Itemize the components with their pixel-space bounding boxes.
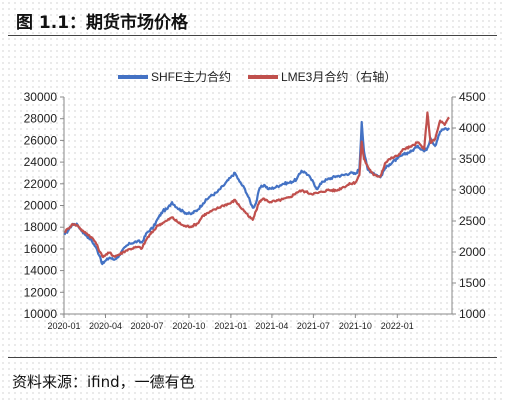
y-tick-label: 10000 (24, 307, 58, 321)
x-tick-label: 2021-07 (297, 321, 330, 331)
source-divider (8, 357, 497, 358)
y-tick-label: 28000 (24, 112, 58, 126)
y-tick-label: 20000 (24, 199, 58, 213)
y2-tick-label: 1500 (459, 276, 486, 290)
y2-tick-label: 2000 (459, 245, 486, 259)
series-lines (63, 111, 451, 266)
x-tick-label: 2020-01 (47, 321, 80, 331)
y2-tick-label: 2500 (459, 214, 486, 228)
series-line-shfe (63, 120, 451, 266)
series-line-lme (64, 111, 450, 259)
x-tick-label: 2020-04 (89, 321, 122, 331)
y-tick-label: 26000 (24, 133, 58, 147)
legend: SHFE主力合约 LME3月合约（右轴） (118, 69, 396, 84)
legend-label-lme: LME3月合约（右轴） (281, 69, 396, 84)
y2-tick-label: 4500 (459, 90, 486, 104)
x-tick-label: 2020-10 (172, 321, 205, 331)
x-tick-label: 2021-01 (214, 321, 247, 331)
figure-title: 图 1.1：期货市场价格 (16, 13, 189, 33)
x-tick-label: 2021-10 (339, 321, 372, 331)
y2-tick-label: 4000 (459, 121, 486, 135)
title-divider (8, 35, 497, 36)
y2-tick-label: 1000 (459, 307, 486, 321)
y-tick-label: 22000 (24, 177, 58, 191)
y-tick-label: 12000 (24, 285, 58, 299)
y2-tick-label: 3500 (459, 152, 486, 166)
x-tick-label: 2021-04 (255, 321, 288, 331)
y-tick-label: 18000 (24, 220, 58, 234)
y2-tick-label: 3000 (459, 183, 486, 197)
y-tick-label: 16000 (24, 242, 58, 256)
price-line-chart: SHFE主力合约 LME3月合约（右轴） 10000 12000 14000 1600… (24, 69, 486, 331)
y-tick-label: 30000 (24, 90, 58, 104)
legend-label-shfe: SHFE主力合约 (151, 69, 231, 84)
x-tick-label: 2022-01 (381, 321, 414, 331)
axes: 10000 12000 14000 16000 18000 20000 22000 24000… (24, 90, 486, 331)
x-tick-label: 2020-07 (130, 321, 163, 331)
source-note: 资料来源：ifind，一德有色 (12, 373, 195, 391)
y-tick-label: 24000 (24, 155, 58, 169)
y-tick-label: 14000 (24, 264, 58, 278)
